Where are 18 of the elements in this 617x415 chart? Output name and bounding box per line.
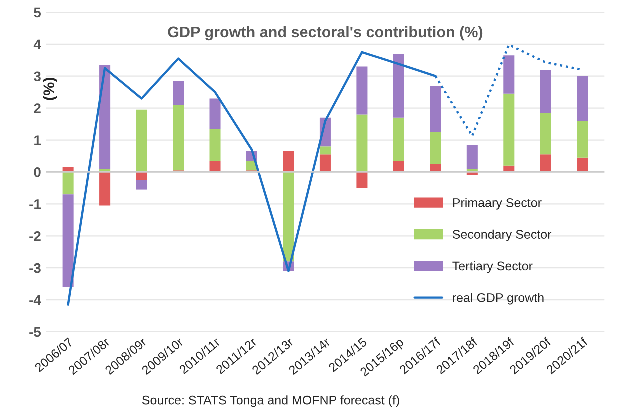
y-tick-label: -3 <box>30 263 41 274</box>
y-tick-label: 5 <box>34 8 42 18</box>
legend-label: Secondary Sector <box>452 230 552 242</box>
y-tick-label: 1 <box>34 136 42 146</box>
text: GDP growth and sectoral's contribution (%) <box>168 26 483 41</box>
legend-label: Tertiary Sector <box>452 261 533 274</box>
y-axis-title: (%) <box>43 78 58 100</box>
y-tick-label: -1 <box>30 200 42 210</box>
y-tick-label: 0 <box>34 168 41 178</box>
y-tick-label: -2 <box>30 231 41 242</box>
legend-label: Primaary Sector <box>453 198 542 210</box>
y-tick-label: 3 <box>34 72 41 82</box>
y-tick-label: 4 <box>34 40 42 50</box>
y-tick-label: -5 <box>30 327 42 338</box>
legend-label: real GDP growth <box>453 293 544 305</box>
source-note: Source: STATS Tonga and MOFNP forecast (f) <box>142 396 400 408</box>
y-tick-label: -4 <box>30 296 42 306</box>
y-tick-label: 2 <box>34 104 41 114</box>
